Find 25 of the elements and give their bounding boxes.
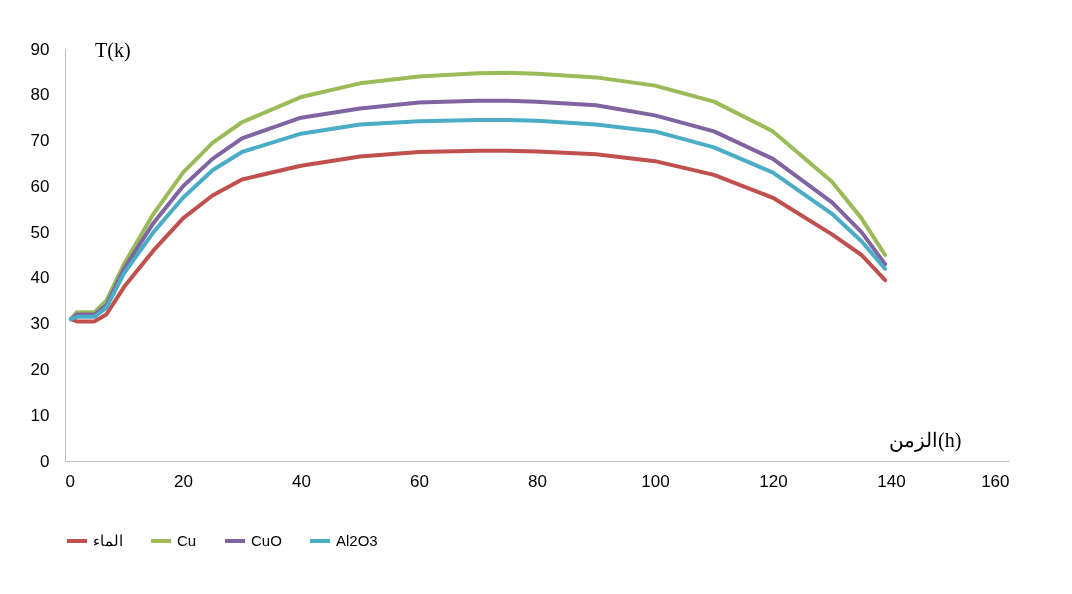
- y-tick-label: 50: [30, 222, 50, 242]
- y-axis-title: T(k): [95, 39, 131, 62]
- y-tick-label: 0: [40, 451, 50, 471]
- y-tick-label: 90: [30, 39, 50, 59]
- x-tick-label: 40: [292, 471, 311, 491]
- x-tick-label: 100: [641, 471, 670, 491]
- y-tick-label: 10: [30, 405, 50, 425]
- y-tick-label: 70: [30, 131, 50, 151]
- x-tick-label: 60: [410, 471, 429, 491]
- legend-label: الماء: [93, 532, 123, 549]
- x-tick-label: 140: [877, 471, 906, 491]
- y-tick-label: 20: [30, 359, 50, 379]
- x-axis-title: الزمن(h): [889, 429, 962, 452]
- y-tick-label: 30: [30, 314, 50, 334]
- x-tick-label: 0: [65, 471, 75, 491]
- legend-label: CuO: [251, 532, 282, 549]
- legend-label: Al2O3: [336, 532, 378, 549]
- x-tick-label: 120: [759, 471, 788, 491]
- x-tick-label: 160: [981, 471, 1010, 491]
- y-tick-label: 80: [30, 85, 50, 105]
- y-tick-label: 40: [30, 268, 50, 288]
- legend-label: Cu: [177, 532, 197, 549]
- x-tick-label: 80: [528, 471, 547, 491]
- x-tick-label: 20: [174, 471, 193, 491]
- y-tick-label: 60: [30, 176, 50, 196]
